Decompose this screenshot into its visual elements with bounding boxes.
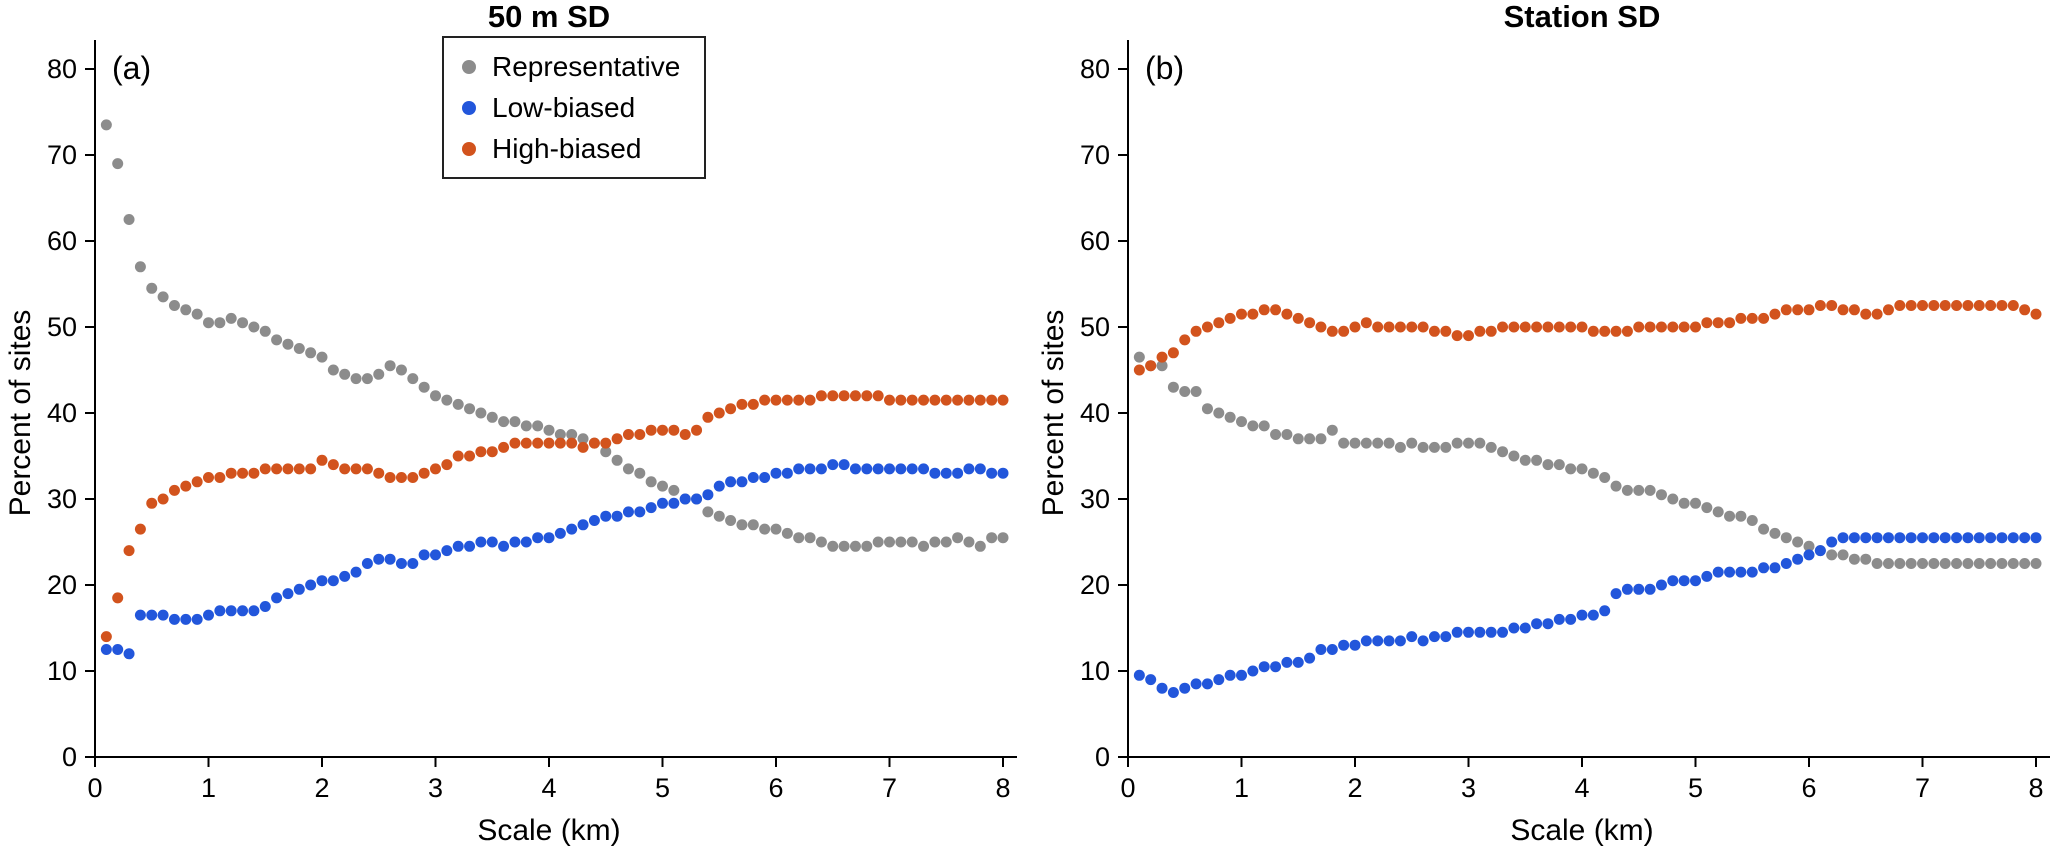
svg-text:3: 3 [1461,773,1476,803]
svg-text:20: 20 [1080,570,1110,600]
svg-text:5: 5 [1688,773,1703,803]
x-axis-label-a: Scale (km) [477,814,620,847]
svg-text:30: 30 [1080,484,1110,514]
svg-text:8: 8 [2028,773,2043,803]
y-axis-label-b: Percent of sites [1037,310,1070,517]
svg-text:40: 40 [47,398,77,428]
low-biased-marker-icon [462,100,476,115]
svg-text:6: 6 [1801,773,1816,803]
panel-a-title: 50 m SD [488,0,610,34]
svg-text:20: 20 [47,570,77,600]
svg-text:50: 50 [47,312,77,342]
svg-text:0: 0 [62,742,77,772]
axes-b: 0 10 20 30 40 50 60 70 80 0 1 2 3 4 5 6 7 8 [1080,40,2050,803]
legend-item-high-biased: High-biased [462,130,680,167]
svg-text:2: 2 [314,773,329,803]
svg-text:80: 80 [47,54,77,84]
high-biased-marker-icon [462,141,476,156]
panel-b-letter: (b) [1145,50,1184,86]
scatter-plot-50m-sd: 50 m SD (a) Scale (km) Percent of sites … [4,0,1017,847]
svg-text:6: 6 [768,773,783,803]
svg-text:0: 0 [1095,742,1110,772]
svg-text:4: 4 [541,773,556,803]
svg-text:60: 60 [47,226,77,256]
axes-a: 0 10 20 30 40 50 60 70 80 0 1 2 3 4 5 6 7 8 [47,40,1017,803]
svg-text:0: 0 [1120,773,1135,803]
x-axis-label-b: Scale (km) [1510,814,1653,847]
legend-item-low-biased: Low-biased [462,89,680,126]
svg-text:5: 5 [655,773,670,803]
legend-label-high-biased: High-biased [492,132,642,164]
svg-text:7: 7 [882,773,897,803]
svg-text:40: 40 [1080,398,1110,428]
panel-a-letter: (a) [112,50,151,86]
svg-text:10: 10 [47,656,77,686]
representative-marker-icon [462,59,476,74]
svg-text:80: 80 [1080,54,1110,84]
data-points-b [1133,300,2042,698]
svg-text:0: 0 [87,773,102,803]
svg-text:1: 1 [1234,773,1249,803]
svg-text:2: 2 [1347,773,1362,803]
svg-text:1: 1 [201,773,216,803]
panel-a: 50 m SD (a) Scale (km) Percent of sites … [0,0,1033,854]
svg-text:60: 60 [1080,226,1110,256]
svg-text:10: 10 [1080,656,1110,686]
svg-text:4: 4 [1574,773,1589,803]
scatter-plot-station-sd: Station SD (b) Scale (km) Percent of sit… [1037,0,2050,847]
legend-label-low-biased: Low-biased [492,91,636,123]
svg-text:7: 7 [1915,773,1930,803]
svg-text:70: 70 [47,140,77,170]
y-axis-label-a: Percent of sites [4,310,37,517]
svg-text:70: 70 [1080,140,1110,170]
legend: Representative Low-biased High-biased [442,36,707,179]
legend-label-representative: Representative [492,50,681,82]
svg-text:3: 3 [428,773,443,803]
data-points-a [100,119,1009,660]
panel-b-title: Station SD [1504,0,1661,34]
svg-text:30: 30 [47,484,77,514]
panel-b: Station SD (b) Scale (km) Percent of sit… [1033,0,2066,854]
svg-text:8: 8 [995,773,1010,803]
svg-text:50: 50 [1080,312,1110,342]
legend-item-representative: Representative [462,48,680,85]
